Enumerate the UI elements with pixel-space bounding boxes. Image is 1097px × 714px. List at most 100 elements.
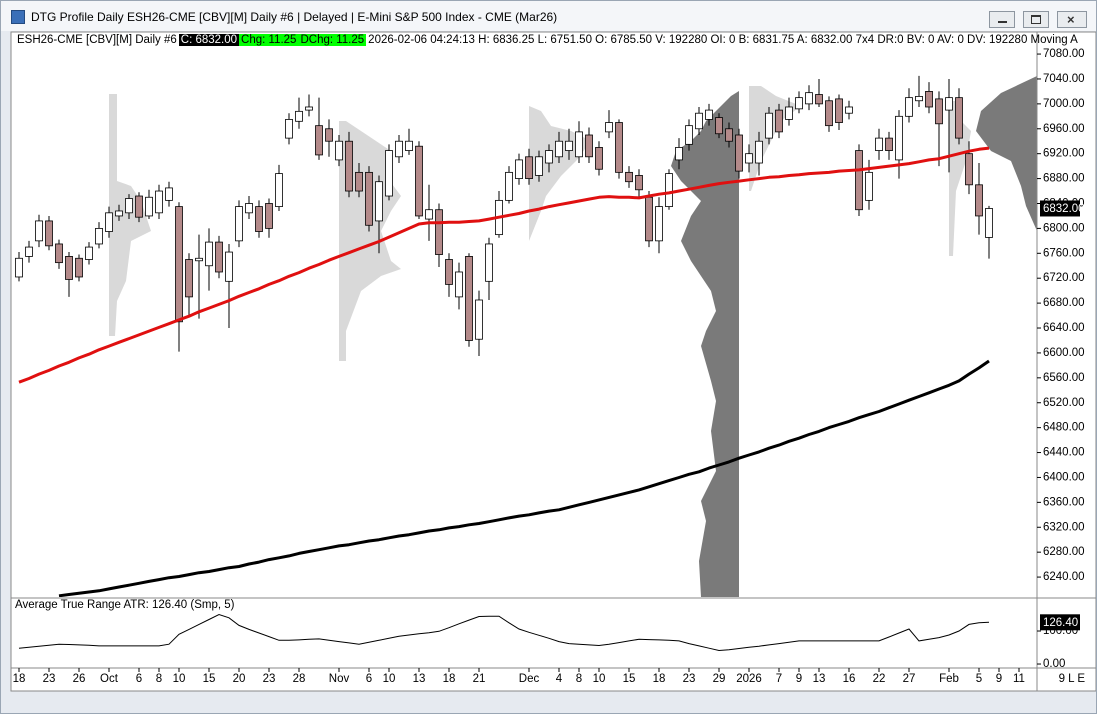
- price-marker: [1040, 614, 1080, 631]
- y-tick-label: 6760.00: [1043, 247, 1085, 259]
- candle-body: [925, 91, 933, 108]
- candle-body: [85, 246, 93, 260]
- x-tick-label: 18: [653, 673, 666, 685]
- x-tick-label: 26: [73, 673, 86, 685]
- candle-body: [655, 206, 663, 242]
- x-tick-label: 18: [13, 673, 26, 685]
- volume-profile: [976, 76, 1037, 231]
- candle-body: [555, 140, 563, 158]
- x-tick-label: 22: [873, 673, 886, 685]
- candle-body: [395, 140, 403, 158]
- x-tick-label: 4: [556, 673, 563, 685]
- x-tick-label: 18: [443, 673, 456, 685]
- candle-body: [335, 140, 343, 161]
- candle-body: [475, 299, 483, 340]
- y-tick-label: 6240.00: [1043, 571, 1085, 583]
- y-tick-label: 6720.00: [1043, 272, 1085, 284]
- title-bar: DTG Profile Daily ESH26-CME [CBV][M] Dai…: [1, 1, 1096, 31]
- candle-body: [185, 259, 193, 298]
- y-tick-label: 6600.00: [1043, 347, 1085, 359]
- candle-body: [345, 140, 353, 192]
- candle-body: [795, 97, 803, 110]
- candle-body: [675, 147, 683, 161]
- candle-body: [575, 131, 583, 158]
- candle-body: [965, 153, 973, 186]
- x-tick-label: 13: [413, 673, 426, 685]
- candle-body: [245, 203, 253, 214]
- candle-body: [25, 246, 33, 257]
- candle-body: [115, 210, 123, 217]
- candle-body: [375, 181, 383, 222]
- y-tick-label: 6880.00: [1043, 173, 1085, 185]
- x-tick-label: Oct: [100, 673, 119, 685]
- x-tick-label: 29: [713, 673, 726, 685]
- candle-body: [725, 128, 733, 142]
- candle-body: [35, 220, 43, 242]
- candle-body: [315, 125, 323, 156]
- y-tick-label: 6440.00: [1043, 447, 1085, 459]
- x-tick-label: 8: [156, 673, 162, 685]
- candle-body: [55, 243, 63, 264]
- candle-body: [455, 271, 463, 298]
- candle-body: [815, 94, 823, 105]
- x-tick-label: 27: [903, 673, 916, 685]
- candle-body: [285, 119, 293, 139]
- x-tick-label: 20: [233, 673, 246, 685]
- candle-body: [955, 97, 963, 139]
- candle-body: [215, 241, 223, 273]
- x-tick-label: 11: [1013, 673, 1025, 685]
- volume-profile: [109, 94, 151, 336]
- candle-body: [735, 134, 743, 172]
- candle-body: [225, 251, 233, 282]
- x-tick-label: 6: [136, 673, 142, 685]
- candle-body: [105, 212, 113, 232]
- x-tick-label: 23: [43, 673, 56, 685]
- app-icon: [11, 10, 25, 24]
- candle-body: [325, 128, 333, 142]
- candle-body: [875, 137, 883, 151]
- price-marker-label: 126.40: [1043, 617, 1078, 629]
- candle-body: [195, 257, 203, 262]
- y-tick-label: 7000.00: [1043, 98, 1085, 110]
- candle-body: [945, 97, 953, 111]
- candle-body: [465, 256, 473, 341]
- close-box: C: 6832.00: [178, 34, 240, 46]
- candle-body: [595, 147, 603, 170]
- candle-body: [625, 171, 633, 183]
- x-tick-label: 10: [173, 673, 186, 685]
- candle-body: [75, 257, 83, 278]
- x-tick-label: 9: [796, 673, 802, 685]
- candle-body: [415, 145, 423, 217]
- moving-average: [18, 146, 990, 384]
- minimize-button[interactable]: [989, 11, 1015, 28]
- x-tick-label: 6: [366, 673, 372, 685]
- candle-body: [435, 209, 443, 255]
- candle-body: [835, 98, 843, 123]
- symbol-info: ESH26-CME [CBV][M] Daily #6: [17, 34, 177, 46]
- candle-body: [135, 195, 143, 218]
- candle-body: [295, 110, 303, 122]
- candle-body: [635, 175, 643, 191]
- candle-body: [405, 140, 413, 151]
- candle-body: [905, 97, 913, 117]
- candle-body: [715, 117, 723, 135]
- price-marker: [1040, 200, 1080, 217]
- candle-body: [845, 106, 853, 114]
- candle-body: [915, 95, 923, 102]
- x-tick-label: Nov: [329, 673, 350, 685]
- candle-body: [365, 171, 373, 226]
- candle-body: [305, 106, 313, 111]
- candle-body: [865, 171, 873, 201]
- close-button[interactable]: ×: [1057, 11, 1087, 28]
- maximize-button[interactable]: [1023, 11, 1049, 28]
- candle-body: [985, 208, 993, 238]
- info-line: ESH26-CME [CBV][M] Daily #6 C: 6832.00 Chg…: [15, 34, 1080, 46]
- window-title: DTG Profile Daily ESH26-CME [CBV][M] Dai…: [31, 10, 558, 24]
- moving-average: [58, 359, 990, 597]
- x-tick-label: 15: [203, 673, 216, 685]
- x-tick-label: 23: [263, 673, 276, 685]
- y-tick-label: 6280.00: [1043, 546, 1085, 558]
- x-tick-label: 21: [473, 673, 486, 685]
- candle-body: [935, 98, 943, 125]
